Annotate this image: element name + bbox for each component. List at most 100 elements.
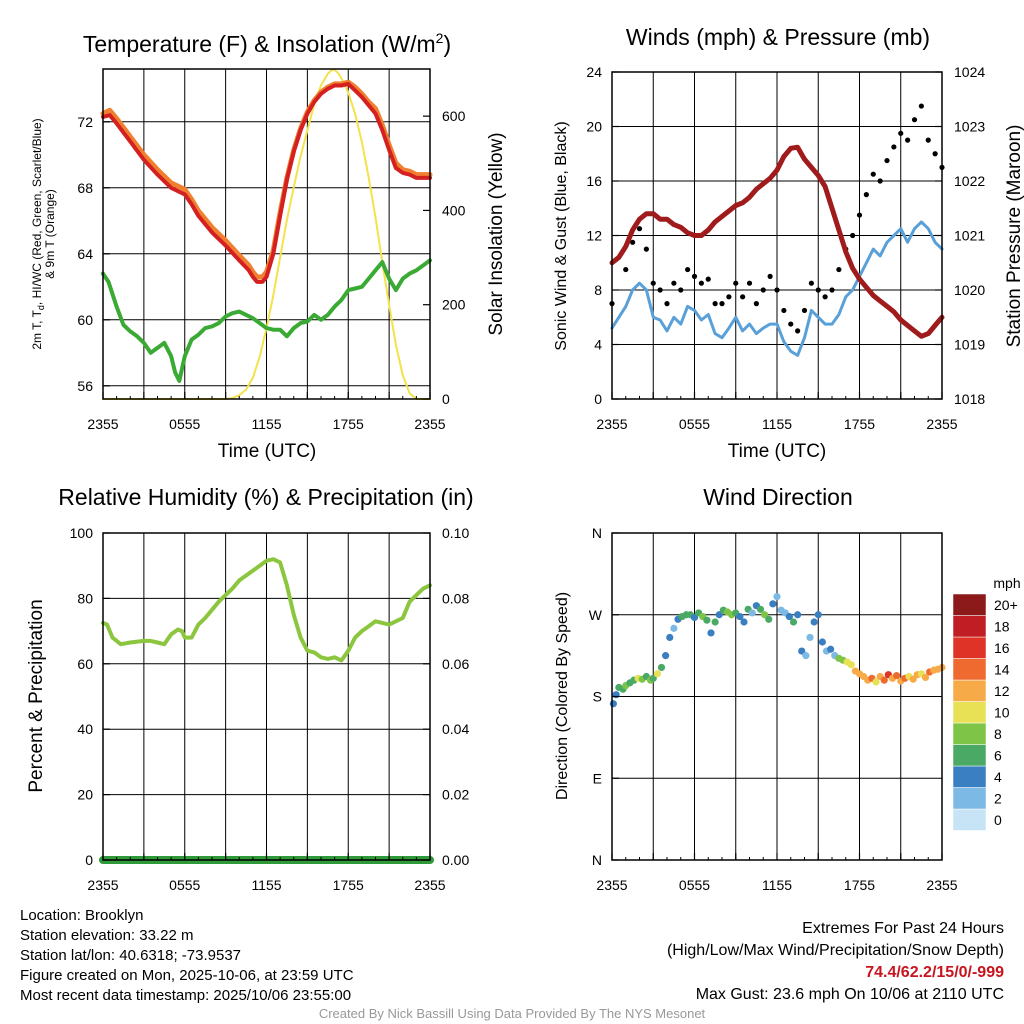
dewpoint-line bbox=[101, 258, 432, 383]
x-tick-label: 0555 bbox=[169, 416, 200, 432]
legend-swatch bbox=[952, 636, 987, 659]
humidity-ylabel: Percent & Precipitation bbox=[26, 599, 47, 792]
direction-point bbox=[666, 633, 674, 642]
x-tick-label: 2355 bbox=[87, 877, 118, 893]
gust-point bbox=[664, 301, 670, 307]
speed-legend-title: mph bbox=[993, 575, 1020, 591]
x-tick-label: 1155 bbox=[251, 416, 281, 432]
legend-label: 18 bbox=[994, 618, 1010, 634]
direction-point bbox=[893, 672, 901, 680]
gust-point bbox=[698, 280, 704, 286]
gust-point bbox=[726, 294, 732, 300]
y2-tick-label: 1022 bbox=[954, 173, 985, 189]
y2-tick-label: 0.04 bbox=[442, 721, 469, 737]
direction-point bbox=[880, 676, 888, 684]
legend-swatch bbox=[952, 593, 987, 616]
direction-point bbox=[921, 673, 930, 682]
y2-tick-label: 600 bbox=[442, 108, 466, 124]
svg-text:& 9m T (Orange): & 9m T (Orange) bbox=[43, 189, 57, 279]
x-tick-label: 1755 bbox=[844, 416, 875, 432]
direction-point bbox=[847, 661, 855, 669]
gust-point bbox=[636, 226, 643, 232]
gust-point bbox=[753, 301, 759, 307]
gust-point bbox=[815, 287, 821, 293]
y2-tick-label: 0.02 bbox=[442, 787, 469, 803]
gust-point bbox=[678, 287, 684, 293]
gust-point bbox=[623, 266, 629, 273]
x-tick-label: 2355 bbox=[926, 877, 957, 893]
y-tick-label: 0 bbox=[85, 852, 93, 868]
legend-label: 16 bbox=[994, 640, 1010, 656]
gust-point bbox=[877, 178, 883, 184]
y-tick-label: 100 bbox=[70, 525, 94, 541]
gust-point bbox=[898, 130, 904, 136]
gust-point bbox=[863, 192, 869, 198]
gust-point bbox=[856, 212, 863, 218]
humidity-grid bbox=[103, 533, 430, 860]
x-tick-label: 2355 bbox=[414, 416, 445, 432]
credit-line: Created By Nick Bassill Using Data Provi… bbox=[318, 1006, 706, 1021]
gust-point bbox=[705, 276, 711, 282]
winds-xlabel: Time (UTC) bbox=[728, 441, 827, 462]
y2-tick-label: 200 bbox=[442, 297, 466, 313]
panel-humidity: Relative Humidity (%) & Precipitation (i… bbox=[26, 484, 474, 893]
gust-point bbox=[905, 137, 911, 143]
wind-direction-ticks: 2355 0555 1155 1755 2355 N E S W N bbox=[589, 525, 958, 893]
gust-point bbox=[884, 157, 890, 164]
gust-point bbox=[630, 239, 636, 245]
y-tick-label: 8 bbox=[594, 282, 602, 298]
direction-point bbox=[740, 618, 748, 626]
direction-point bbox=[736, 612, 744, 621]
legend-label: 14 bbox=[994, 661, 1010, 677]
gust-point bbox=[870, 171, 876, 177]
y2-tick-label: 1019 bbox=[954, 337, 985, 353]
gust-point bbox=[822, 294, 828, 300]
gust-point bbox=[691, 273, 698, 279]
gust-point bbox=[767, 273, 773, 279]
direction-point bbox=[707, 629, 715, 637]
y2-tick-label: 1020 bbox=[954, 282, 985, 298]
y-tick-label: 80 bbox=[77, 590, 93, 606]
figure-created: Figure created on Mon, 2025-10-06, at 23… bbox=[20, 967, 354, 984]
panel-temperature: Temperature (F) & Insolation (W/m2) 2355… bbox=[30, 30, 507, 462]
legend-swatch bbox=[952, 658, 987, 681]
gust-point bbox=[911, 117, 918, 123]
x-tick-label: 2355 bbox=[596, 416, 627, 432]
temperature-y2label: Solar Insolation (Yellow) bbox=[486, 132, 507, 335]
direction-point bbox=[810, 618, 818, 626]
svg-text:2m T, Td, HI/WC (Red, Green, S: 2m T, Td, HI/WC (Red, Green, Scarlet/Blu… bbox=[30, 118, 46, 349]
y2-tick-label: 0.00 bbox=[442, 852, 469, 868]
x-tick-label: 2355 bbox=[926, 416, 957, 432]
station-elevation: Station elevation: 33.22 m bbox=[20, 927, 194, 944]
legend-label: 0 bbox=[994, 812, 1002, 828]
station-info: Location: Brooklyn Station elevation: 33… bbox=[20, 906, 354, 1006]
direction-point bbox=[670, 624, 678, 632]
data-timestamp: Most recent data timestamp: 2025/10/06 2… bbox=[20, 987, 352, 1004]
legend-label: 12 bbox=[994, 683, 1010, 699]
y-tick-label: 0 bbox=[594, 391, 602, 407]
x-tick-label: 2355 bbox=[596, 877, 627, 893]
direction-point bbox=[785, 612, 793, 621]
y-tick-label: 20 bbox=[586, 119, 602, 135]
gust-point bbox=[932, 151, 938, 157]
max-gust: Max Gust: 23.6 mph On 10/06 at 2110 UTC bbox=[695, 986, 1004, 1003]
winds-series bbox=[609, 103, 945, 357]
x-tick-label: 2355 bbox=[87, 416, 118, 432]
y2-tick-label: 1024 bbox=[954, 64, 985, 80]
direction-point bbox=[612, 691, 620, 699]
winds-ticks: 2355 0555 1155 1755 2355 0 4 8 12 16 20 24 1018 1019 1… bbox=[586, 64, 985, 432]
y-tick-label: E bbox=[593, 770, 602, 786]
y-tick-label: N bbox=[592, 525, 602, 541]
extremes-values: 74.4/62.2/15/0/-999 bbox=[865, 964, 1004, 981]
y-tick-label: 4 bbox=[594, 337, 602, 353]
y-tick-label: 20 bbox=[77, 787, 93, 803]
gust-point bbox=[808, 280, 814, 286]
sonic-wind-line bbox=[610, 220, 944, 357]
y2-tick-label: 0.08 bbox=[442, 590, 469, 606]
gust-point bbox=[836, 266, 842, 273]
y2-tick-label: 0.10 bbox=[442, 525, 469, 541]
gust-point bbox=[850, 232, 856, 239]
y-tick-label: 24 bbox=[586, 64, 602, 80]
x-tick-label: 1755 bbox=[844, 877, 875, 893]
direction-point bbox=[802, 652, 810, 660]
